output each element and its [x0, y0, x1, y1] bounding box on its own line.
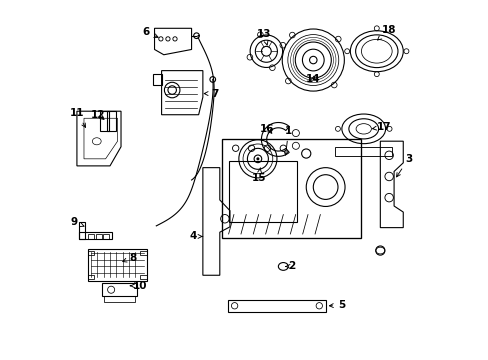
- Text: 14: 14: [305, 75, 320, 85]
- Text: 7: 7: [204, 89, 218, 99]
- Text: 6: 6: [142, 27, 158, 37]
- Text: 18: 18: [377, 25, 396, 40]
- Text: 11: 11: [69, 108, 85, 127]
- Text: 9: 9: [71, 217, 84, 227]
- Text: 4: 4: [189, 231, 202, 242]
- Text: 2: 2: [285, 261, 295, 271]
- Text: 12: 12: [91, 110, 105, 120]
- Text: 13: 13: [256, 28, 271, 45]
- Text: 8: 8: [122, 253, 137, 262]
- Text: 16: 16: [260, 124, 274, 134]
- Text: 17: 17: [372, 122, 390, 132]
- Text: 1: 1: [284, 126, 292, 155]
- Text: 3: 3: [396, 154, 411, 177]
- Text: 5: 5: [329, 300, 345, 310]
- Circle shape: [256, 157, 259, 160]
- Text: 15: 15: [251, 168, 265, 183]
- Text: 10: 10: [130, 281, 147, 291]
